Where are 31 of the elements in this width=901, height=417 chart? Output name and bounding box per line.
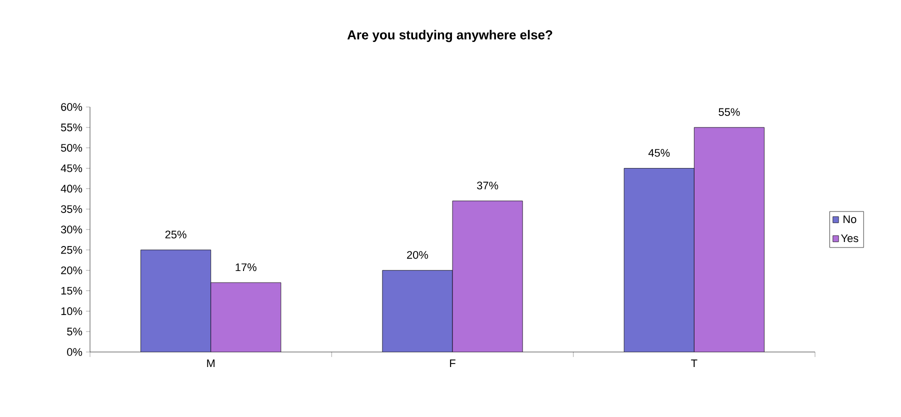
y-tick-label: 0%	[67, 348, 82, 356]
bar	[694, 127, 764, 352]
data-label: 55%	[718, 108, 740, 116]
y-tick-label: 55%	[60, 124, 82, 132]
legend-label: No	[844, 215, 856, 224]
y-tick-label: 5%	[67, 328, 82, 336]
legend-label: Yes	[840, 234, 858, 242]
bar	[452, 200, 523, 352]
data-label: 37%	[477, 182, 498, 190]
y-tick-label: 30%	[60, 226, 82, 234]
data-label: 25%	[165, 230, 186, 238]
bar	[382, 270, 453, 352]
data-label: 45%	[648, 149, 670, 157]
y-tick-label: 40%	[60, 184, 82, 193]
y-tick-label: 15%	[61, 286, 82, 295]
x-tick-label: T	[691, 360, 698, 368]
bar	[140, 250, 211, 352]
data-label: 17%	[236, 263, 256, 272]
chart-title: Are you studying anywhere else?	[347, 30, 552, 42]
y-tick-label: 25%	[61, 246, 82, 254]
y-tick-label: 35%	[60, 205, 82, 213]
x-tick-label: M	[207, 360, 214, 368]
y-tick-label: 20%	[61, 266, 82, 274]
bar	[624, 168, 694, 352]
y-tick-label: 45%	[60, 164, 82, 172]
y-tick-label: 10%	[61, 307, 82, 316]
y-tick-label: 60%	[61, 103, 82, 111]
y-tick-label: 50%	[60, 144, 82, 152]
data-label: 20%	[407, 251, 428, 259]
bar	[210, 282, 281, 352]
x-tick-label: F	[450, 360, 456, 368]
